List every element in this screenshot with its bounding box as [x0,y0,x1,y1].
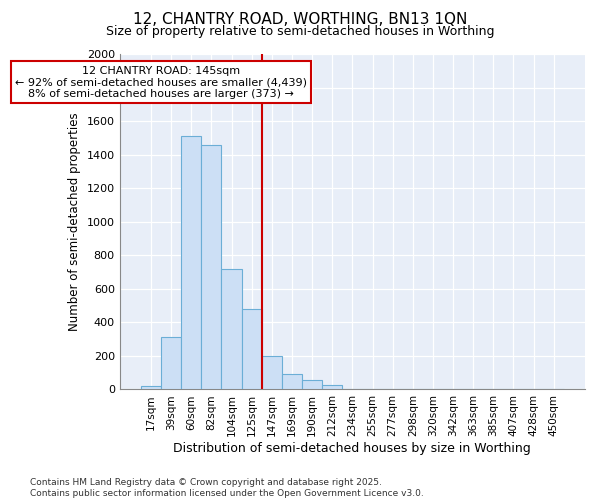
Text: Contains HM Land Registry data © Crown copyright and database right 2025.
Contai: Contains HM Land Registry data © Crown c… [30,478,424,498]
Bar [342,388,362,390]
Y-axis label: Number of semi-detached properties: Number of semi-detached properties [68,112,81,331]
Bar [161,336,181,390]
X-axis label: Distribution of semi-detached houses by size in Worthing: Distribution of semi-detached houses by … [173,442,531,455]
Text: 12, CHANTRY ROAD, WORTHING, BN13 1QN: 12, CHANTRY ROAD, WORTHING, BN13 1QN [133,12,467,28]
Bar [242,309,262,390]
Bar [181,136,202,390]
Bar [221,268,242,390]
Text: 12 CHANTRY ROAD: 145sqm
← 92% of semi-detached houses are smaller (4,439)
8% of : 12 CHANTRY ROAD: 145sqm ← 92% of semi-de… [15,66,307,99]
Text: Size of property relative to semi-detached houses in Worthing: Size of property relative to semi-detach… [106,25,494,38]
Bar [322,386,342,390]
Bar [262,356,282,390]
Bar [302,380,322,390]
Bar [202,144,221,390]
Bar [282,374,302,390]
Bar [141,386,161,390]
